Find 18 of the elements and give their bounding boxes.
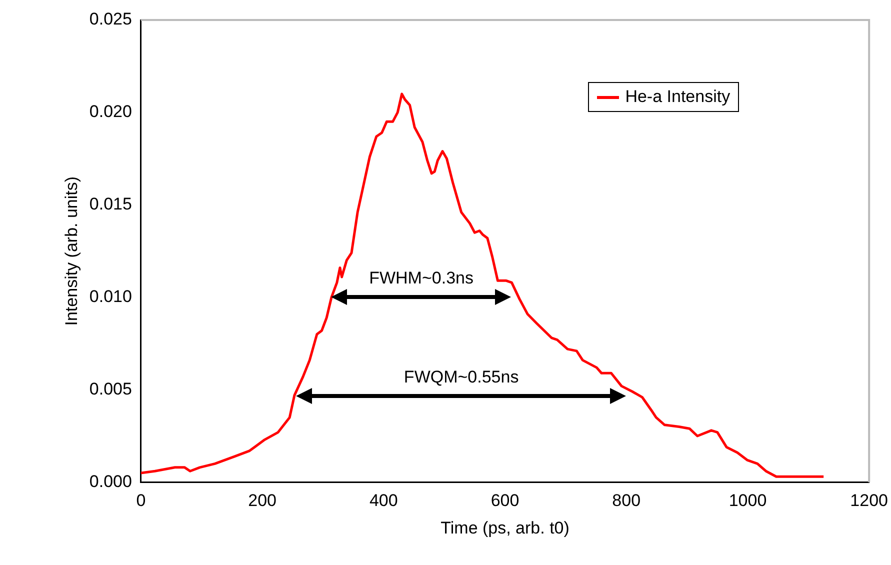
y-tick-label: 0.010: [89, 287, 132, 306]
annotation: FWQM~0.55ns: [404, 367, 519, 386]
x-tick-label: 0: [136, 491, 146, 510]
x-tick-label: 800: [612, 491, 641, 510]
legend-label: He-a Intensity: [625, 87, 730, 107]
x-axis-title: Time (ps, arb. t0): [440, 518, 570, 538]
y-tick-label: 0.000: [89, 472, 132, 491]
annotation: FWHM~0.3ns: [369, 268, 474, 288]
x-tick-label: 1200: [850, 491, 888, 510]
y-tick-label: 0.020: [89, 102, 132, 122]
y-axis-title: Intensity (arb. units): [62, 176, 81, 326]
x-tick-label: 600: [490, 491, 520, 510]
x-tick-label: 400: [369, 491, 398, 510]
y-tick-label: 0.025: [89, 10, 132, 29]
y-tick-label: 0.015: [89, 194, 132, 214]
x-tick-label: 1000: [728, 491, 767, 510]
x-tick-label: 200: [248, 491, 276, 510]
y-tick-label: 0.005: [89, 379, 132, 398]
